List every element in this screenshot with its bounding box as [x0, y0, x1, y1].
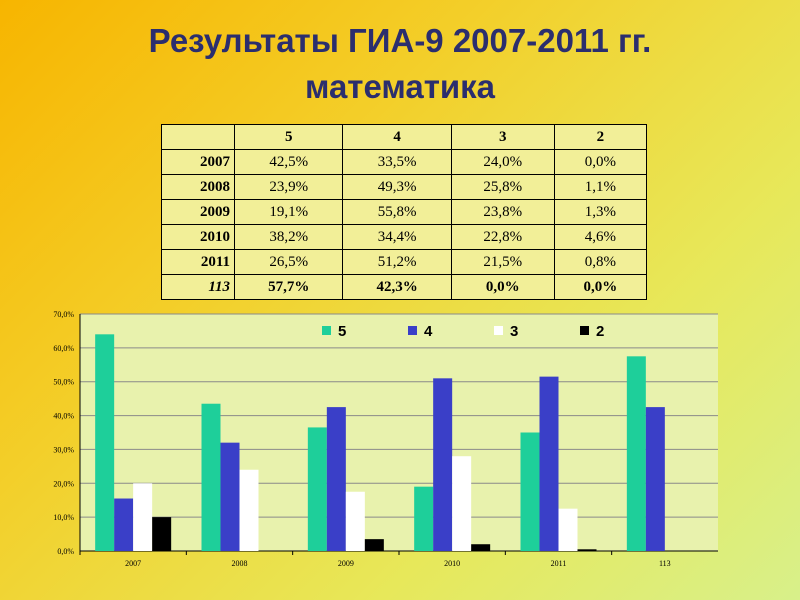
bar-5-2009	[307, 427, 327, 551]
slide-title: Результаты ГИА-9 2007-2011 гг. математик…	[0, 18, 800, 110]
row-year: 113	[161, 274, 235, 300]
table-cell: 23,8%	[450, 199, 555, 225]
y-tick-label: 30,0%	[53, 445, 74, 454]
y-tick-label: 10,0%	[53, 513, 74, 522]
table-cell: 42,5%	[233, 149, 344, 175]
table-cell: 23,9%	[233, 174, 344, 200]
grade-bar-chart: 0,0% 10,0% 20,0% 30,0% 40,0% 50,0% 60,0% 70,0% 2…	[53, 310, 718, 568]
x-tick-label: 2010	[444, 559, 460, 568]
bar-4-2009	[326, 407, 346, 551]
table-cell: 1,3%	[553, 199, 648, 225]
legend-label: 5	[338, 323, 346, 340]
bar-5-2008	[201, 403, 221, 551]
table-cell: 55,8%	[342, 199, 452, 225]
bar-3-2008	[239, 469, 259, 551]
header-cell: 2	[553, 124, 648, 150]
table-cell: 33,5%	[342, 149, 452, 175]
table-cell: 24,0%	[450, 149, 555, 175]
bar-2-2011	[577, 549, 597, 551]
row-year: 2007	[161, 149, 235, 175]
y-tick-label: 50,0%	[53, 378, 74, 387]
table-cell: 38,2%	[233, 224, 344, 250]
legend-swatch-4	[408, 326, 417, 335]
plot-area	[80, 314, 718, 551]
y-tick-label: 70,0%	[53, 310, 74, 319]
table-row: 2009 19,1% 55,8% 23,8% 1,3%	[161, 199, 648, 225]
table-cell: 0,0%	[553, 149, 648, 175]
table-cell: 21,5%	[450, 249, 555, 275]
header-cell: 5	[233, 124, 344, 150]
bar-2-2009	[364, 539, 384, 551]
legend-label: 2	[596, 323, 604, 340]
table-header-row: 5 4 3 2	[161, 124, 648, 150]
table-cell: 0,0%	[553, 274, 648, 300]
bar-5-113	[626, 356, 646, 551]
legend-swatch-2	[580, 326, 589, 335]
bar-5-2010	[414, 486, 434, 551]
table-cell: 1,1%	[553, 174, 648, 200]
header-cell: 4	[342, 124, 452, 150]
x-tick-label: 2007	[125, 559, 141, 568]
bar-3-2009	[345, 491, 365, 551]
x-tick-label: 2011	[551, 559, 567, 568]
x-tick-label: 2009	[338, 559, 354, 568]
table-cell: 19,1%	[233, 199, 344, 225]
legend-swatch-3	[494, 326, 503, 335]
table-cell: 51,2%	[342, 249, 452, 275]
table-row: 2008 23,9% 49,3% 25,8% 1,1%	[161, 174, 648, 200]
table-row: 2011 26,5% 51,2% 21,5% 0,8%	[161, 249, 648, 275]
table-row: 2007 42,5% 33,5% 24,0% 0,0%	[161, 149, 648, 175]
y-tick-label: 60,0%	[53, 344, 74, 353]
table-cell: 0,0%	[450, 274, 555, 300]
bar-2-2007	[152, 517, 172, 551]
legend-label: 4	[424, 323, 433, 340]
bar-4-113	[645, 407, 665, 551]
x-tick-label: 113	[659, 559, 671, 568]
table-row: 2010 38,2% 34,4% 22,8% 4,6%	[161, 224, 648, 250]
results-table: 5 4 3 2 2007 42,5% 33,5% 24,0% 0,0% 2008…	[161, 124, 648, 300]
table-cell: 34,4%	[342, 224, 452, 250]
bar-3-2011	[558, 508, 578, 551]
bar-4-2007	[114, 498, 134, 551]
bar-3-2010	[452, 456, 472, 551]
table-cell: 4,6%	[553, 224, 648, 250]
y-tick-label: 40,0%	[53, 412, 74, 421]
header-cell	[161, 124, 235, 150]
row-year: 2008	[161, 174, 235, 200]
bar-3-2007	[133, 483, 153, 551]
table-row-total: 113 57,7% 42,3% 0,0% 0,0%	[161, 274, 648, 300]
bar-5-2007	[95, 334, 115, 551]
table-cell: 42,3%	[342, 274, 452, 300]
table-cell: 57,7%	[233, 274, 344, 300]
bar-5-2011	[520, 432, 540, 551]
title-line-1: Результаты ГИА-9 2007-2011 гг.	[148, 22, 652, 59]
title-line-2: математика	[304, 68, 496, 105]
legend-swatch-5	[322, 326, 331, 335]
header-cell: 3	[450, 124, 555, 150]
row-year: 2009	[161, 199, 235, 225]
bar-4-2010	[433, 378, 453, 551]
bar-2-2010	[471, 544, 491, 551]
row-year: 2010	[161, 224, 235, 250]
x-tick-label: 2008	[232, 559, 248, 568]
table-cell: 0,8%	[553, 249, 648, 275]
row-year: 2011	[161, 249, 235, 275]
y-tick-label: 0,0%	[57, 547, 74, 556]
table-cell: 26,5%	[233, 249, 344, 275]
table-cell: 22,8%	[450, 224, 555, 250]
y-tick-label: 20,0%	[53, 479, 74, 488]
bar-4-2011	[539, 376, 559, 551]
table-cell: 49,3%	[342, 174, 452, 200]
table-cell: 25,8%	[450, 174, 555, 200]
legend-label: 3	[510, 323, 518, 340]
bar-4-2008	[220, 442, 240, 551]
